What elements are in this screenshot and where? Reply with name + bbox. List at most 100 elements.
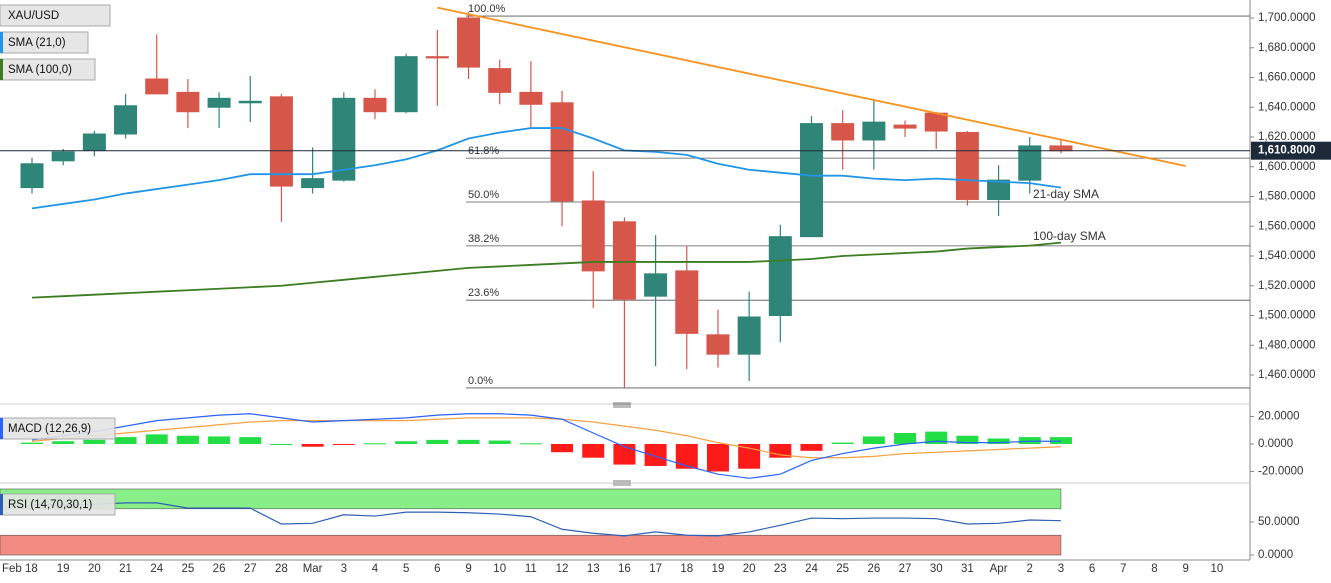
last-price-label: 1,610.8000 (1258, 145, 1316, 157)
candle-body (82, 133, 106, 151)
x-tick-label: 20 (88, 563, 101, 575)
macd-histogram-bar (894, 432, 917, 444)
y-tick-label: 1,580.0000 (1258, 191, 1316, 203)
x-tick-label: 16 (618, 563, 631, 575)
macd-histogram-bar (83, 439, 106, 444)
x-tick-label: 23 (774, 563, 787, 575)
x-tick-label: 24 (805, 563, 818, 575)
x-tick-label: 19 (712, 563, 725, 575)
x-tick-label: 7 (1120, 563, 1126, 575)
x-tick-label: 18 (680, 563, 693, 575)
legend-box (0, 493, 116, 516)
x-tick-label: 6 (434, 563, 440, 575)
candle-body (51, 151, 75, 162)
candle-body (332, 97, 356, 181)
macd-histogram-bar (270, 443, 293, 445)
y-tick-label: 0.0000 (1258, 438, 1293, 450)
candle-body (924, 112, 948, 132)
macd-histogram-bar (1018, 437, 1041, 444)
macd-histogram-bar (426, 439, 449, 444)
annotation: 21-day SMA (1033, 187, 1099, 201)
legend-box (0, 4, 111, 27)
macd-histogram-bar (488, 440, 511, 444)
x-tick-label: 25 (836, 563, 849, 575)
x-tick-label: 17 (649, 563, 662, 575)
annotation: 100-day SMA (1033, 229, 1106, 243)
fib-label: 50.0% (468, 189, 499, 201)
candle-body (425, 56, 449, 59)
macd-histogram-bar (239, 437, 262, 444)
macd-histogram-bar (738, 443, 761, 469)
x-tick-label: 13 (587, 563, 600, 575)
macd-histogram-bar (551, 443, 574, 453)
candle-body (706, 334, 730, 355)
y-tick-label: 1,680.0000 (1258, 42, 1316, 54)
sma-line (31, 127, 1062, 210)
resize-handle[interactable] (613, 402, 631, 408)
x-tick-label: Apr (990, 563, 1008, 575)
x-tick-label: 8 (1151, 563, 1157, 575)
legend-swatch (0, 32, 3, 53)
x-tick-label: 2 (1027, 563, 1033, 575)
candle-body (862, 121, 886, 141)
x-tick-label: 10 (493, 563, 506, 575)
x-tick-label: 10 (1210, 563, 1223, 575)
legend-box (0, 58, 96, 81)
candle-body (612, 221, 636, 300)
x-tick-label: 21 (119, 563, 132, 575)
macd-histogram-bar (208, 436, 231, 444)
y-tick-label: 1,500.0000 (1258, 310, 1316, 322)
macd-histogram-bar (582, 443, 605, 458)
macd-histogram-bar (613, 443, 636, 465)
rsi-band (0, 534, 1062, 556)
x-tick-label: 25 (182, 563, 195, 575)
candle-body (301, 178, 325, 189)
x-tick-label: 12 (556, 563, 569, 575)
sma-line (31, 241, 1062, 299)
fib-label: 23.6% (468, 287, 499, 299)
x-tick-label: 27 (244, 563, 257, 575)
candle-body (550, 102, 574, 202)
x-tick-label: 3 (341, 563, 347, 575)
candle-body (955, 132, 979, 200)
y-tick-label: 1,460.0000 (1258, 369, 1316, 381)
macd-histogram-bar (800, 443, 823, 451)
legend-box (0, 417, 116, 440)
fib-label: 100.0% (468, 3, 506, 15)
candle-body (519, 91, 543, 105)
x-tick-label: 5 (403, 563, 409, 575)
x-tick-label: 27 (899, 563, 912, 575)
macd-histogram-bar (862, 436, 885, 444)
x-tick-label: 28 (275, 563, 288, 575)
macd-histogram-bar (176, 435, 199, 444)
y-tick-label: 0.0000 (1258, 549, 1293, 561)
legend-entry: XAU/USD (8, 10, 59, 22)
macd-histogram-bar (831, 442, 854, 444)
fib-label: 38.2% (468, 233, 499, 245)
candle-body (363, 97, 387, 113)
candle-body (238, 100, 262, 104)
x-tick-label: 24 (150, 563, 163, 575)
macd-histogram-bar (519, 443, 542, 445)
candle-body (20, 163, 44, 189)
candle-body (1049, 145, 1073, 152)
candle-body (644, 273, 668, 297)
candle-body (207, 97, 231, 108)
macd-histogram-bar (21, 442, 43, 444)
candle-body (768, 236, 792, 317)
candle-body (831, 123, 855, 141)
candle-body (893, 124, 917, 129)
resize-handle[interactable] (613, 480, 631, 486)
macd-histogram-bar (363, 443, 386, 445)
x-tick-label: 20 (743, 563, 756, 575)
y-tick-label: 1,600.0000 (1258, 161, 1316, 173)
candle-body (737, 316, 761, 355)
candle-body (581, 200, 605, 272)
legend-box (0, 31, 89, 54)
legend-entry: SMA (100,0) (8, 64, 72, 76)
rsi-band (0, 488, 1062, 510)
legend-swatch (0, 59, 3, 80)
x-tick-label: 9 (1182, 563, 1188, 575)
macd-histogram-bar (706, 443, 729, 472)
